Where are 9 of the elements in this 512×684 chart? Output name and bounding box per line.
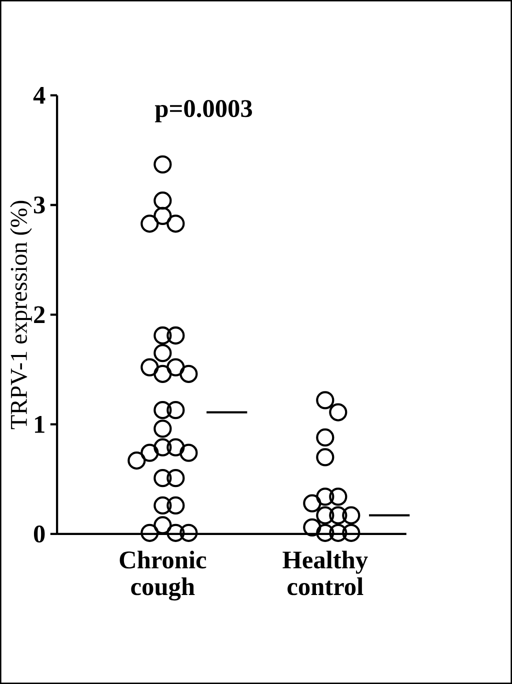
y-tick-label: 1 bbox=[35, 416, 44, 433]
y-tick-label: 2 bbox=[34, 306, 45, 324]
annotation: p=0.0003 bbox=[154, 100, 252, 122]
y-tick-label: 4 bbox=[33, 87, 46, 104]
y-tick-label: 0 bbox=[34, 525, 45, 543]
x-tick-label: Chronic cough bbox=[120, 550, 206, 601]
y-tick-label: 3 bbox=[34, 196, 45, 214]
y-axis-title: TRPV-1 expression (%) bbox=[10, 200, 32, 430]
x-tick-label: Healthy control bbox=[282, 550, 368, 596]
